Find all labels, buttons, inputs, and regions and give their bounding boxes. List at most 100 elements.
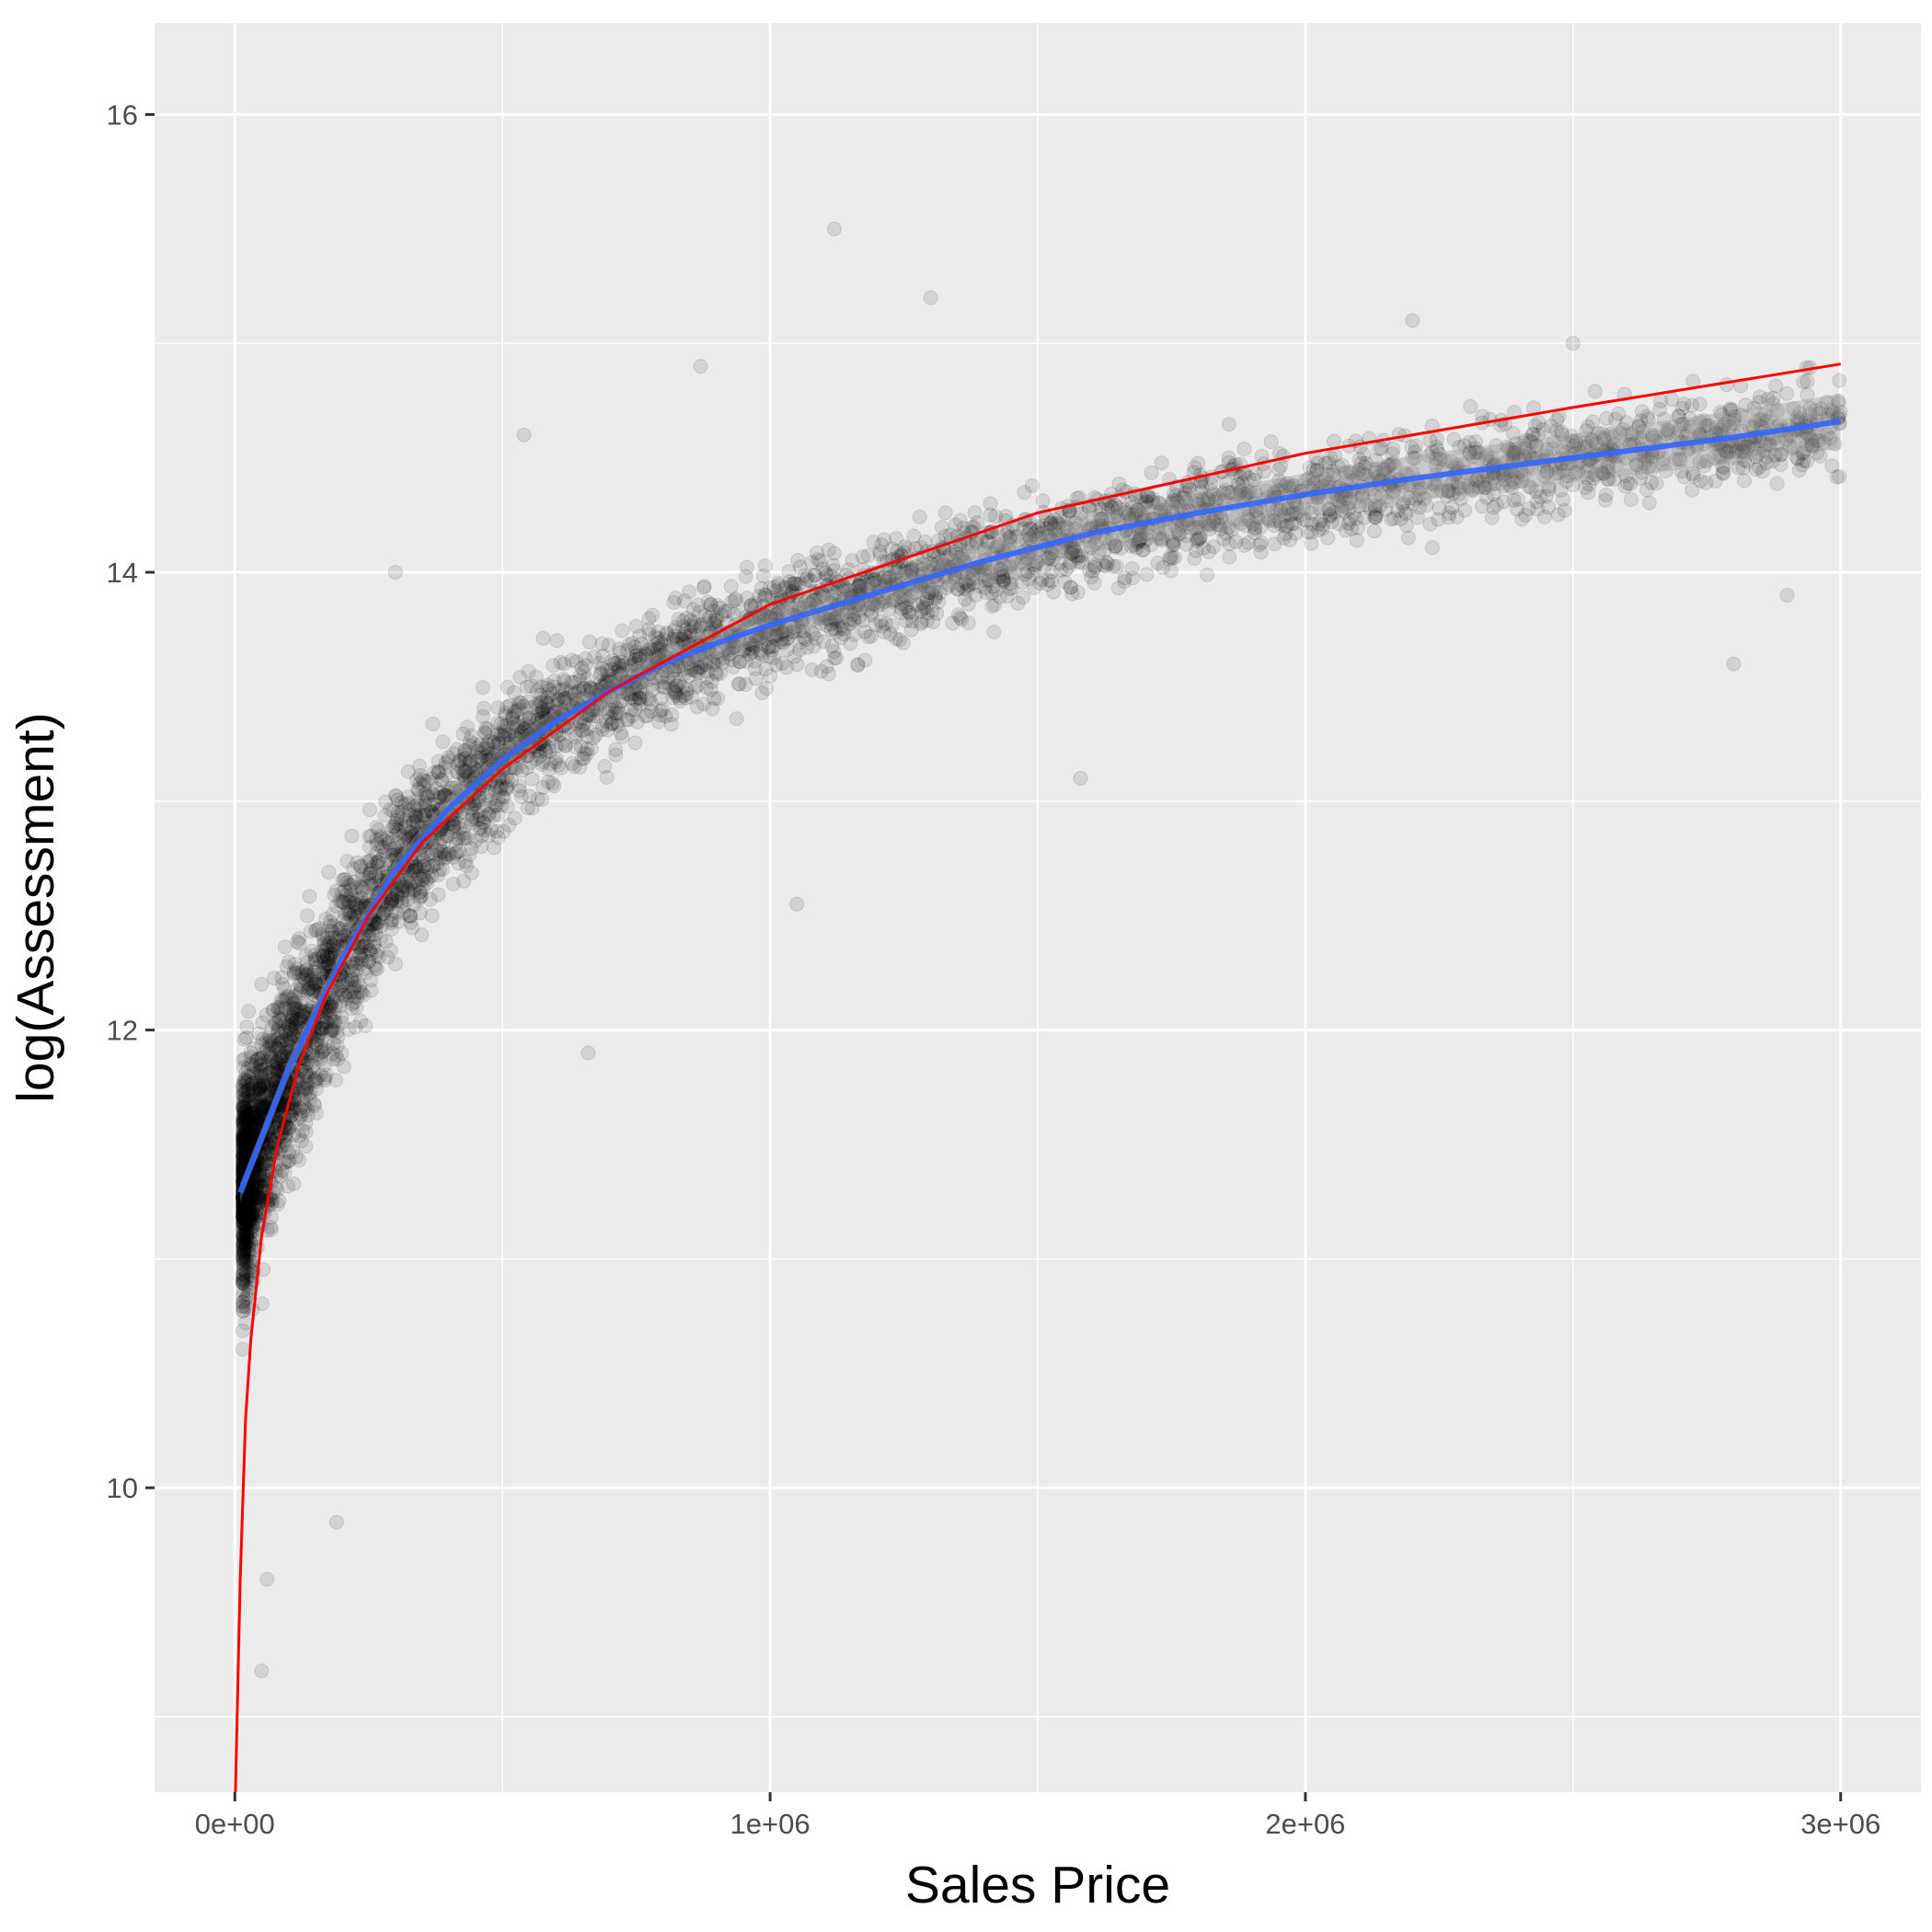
scatter-point xyxy=(1350,520,1365,535)
scatter-point xyxy=(1201,518,1216,534)
scatter-point xyxy=(1681,424,1696,440)
scatter-point xyxy=(407,883,422,898)
scatter-point xyxy=(236,1227,250,1243)
scatter-point xyxy=(1470,451,1486,466)
scatter-point xyxy=(712,665,728,681)
scatter-point xyxy=(236,1275,250,1291)
scatter-point xyxy=(1735,460,1751,476)
scatter-point xyxy=(314,965,329,981)
scatter-point xyxy=(535,630,551,646)
scatter-point xyxy=(246,1199,261,1214)
scatter-point xyxy=(1130,502,1145,518)
scatter-point xyxy=(373,931,388,947)
scatter-point xyxy=(350,989,365,1005)
scatter-point xyxy=(265,1054,281,1070)
scatter-point xyxy=(1172,526,1187,542)
scatter-point xyxy=(1083,540,1098,556)
scatter-point xyxy=(247,1110,262,1125)
scatter-point xyxy=(389,893,405,909)
scatter-point xyxy=(712,601,728,616)
scatter-point xyxy=(300,908,316,924)
scatter-point xyxy=(1179,494,1194,510)
scatter-point xyxy=(435,861,451,877)
scatter-point xyxy=(253,1067,269,1083)
scatter-point xyxy=(277,1041,293,1056)
scatter-point xyxy=(1779,385,1795,401)
scatter-point xyxy=(824,638,840,654)
scatter-point xyxy=(1664,392,1680,408)
scatter-point xyxy=(236,1099,251,1115)
scatter-point xyxy=(236,1209,251,1225)
scatter-point xyxy=(1543,419,1558,434)
scatter-point xyxy=(449,845,465,860)
scatter-point xyxy=(1375,462,1390,477)
scatter-point xyxy=(521,663,536,679)
scatter-point xyxy=(512,783,527,799)
scatter-point xyxy=(241,1081,257,1097)
scatter-point xyxy=(477,798,492,813)
scatter-point xyxy=(781,564,797,580)
scatter-point xyxy=(607,655,623,671)
scatter-point xyxy=(404,863,420,878)
scatter-point xyxy=(1535,422,1551,437)
scatter-point xyxy=(311,1050,327,1065)
scatter-point xyxy=(1111,476,1127,491)
scatter-point xyxy=(236,1266,250,1282)
scatter-point xyxy=(382,835,397,851)
scatter-point xyxy=(259,1007,274,1023)
scatter-point xyxy=(1026,527,1041,542)
scatter-point xyxy=(300,1077,316,1093)
scatter-point xyxy=(668,591,684,606)
scatter-point xyxy=(952,512,968,528)
scatter-point xyxy=(1311,523,1327,538)
scatter-point xyxy=(534,679,549,695)
scatter-point xyxy=(264,1020,280,1036)
scatter-point xyxy=(1641,459,1657,475)
scatter-point xyxy=(236,1341,250,1357)
scatter-point xyxy=(236,1079,250,1095)
scatter-point xyxy=(1164,563,1179,579)
scatter-point xyxy=(236,1221,251,1236)
scatter-point xyxy=(314,1025,329,1041)
scatter-point xyxy=(1632,470,1648,486)
scatter-point xyxy=(666,663,682,678)
scatter-point xyxy=(470,743,486,759)
scatter-point xyxy=(1692,397,1708,412)
scatter-point xyxy=(236,1200,251,1215)
scatter-point xyxy=(300,955,316,970)
scatter-point xyxy=(238,1230,254,1246)
scatter-point xyxy=(855,549,870,565)
scatter-point xyxy=(1131,534,1146,549)
scatter-point xyxy=(1154,455,1169,471)
scatter-point xyxy=(846,613,862,628)
scatter-point xyxy=(666,672,682,687)
scatter-point xyxy=(810,545,824,560)
scatter-point xyxy=(1424,540,1440,556)
scatter-point xyxy=(690,677,706,693)
scatter-point xyxy=(279,991,294,1006)
scatter-point xyxy=(321,865,337,880)
scatter-point xyxy=(236,1141,251,1156)
scatter-point xyxy=(419,844,434,859)
scatter-point xyxy=(332,998,348,1014)
scatter-point xyxy=(1563,428,1579,443)
scatter-point xyxy=(274,970,290,985)
scatter-point xyxy=(512,670,528,685)
scatter-point xyxy=(425,716,441,731)
scatter-point xyxy=(877,532,892,547)
scatter-point xyxy=(723,579,739,594)
scatter-point xyxy=(273,1168,289,1184)
scatter-point xyxy=(321,951,337,967)
scatter-point xyxy=(259,1076,274,1092)
scatter-point xyxy=(244,1184,259,1200)
scatter-point xyxy=(457,831,473,846)
scatter-point xyxy=(948,544,963,559)
scatter-point xyxy=(249,1113,265,1129)
scatter-point xyxy=(433,844,449,859)
scatter-point xyxy=(583,741,599,756)
scatter-point xyxy=(424,834,440,850)
scatter-point xyxy=(389,887,405,902)
scatter-point xyxy=(390,792,406,808)
scatter-point xyxy=(241,1004,257,1019)
scatter-point xyxy=(1655,456,1671,471)
